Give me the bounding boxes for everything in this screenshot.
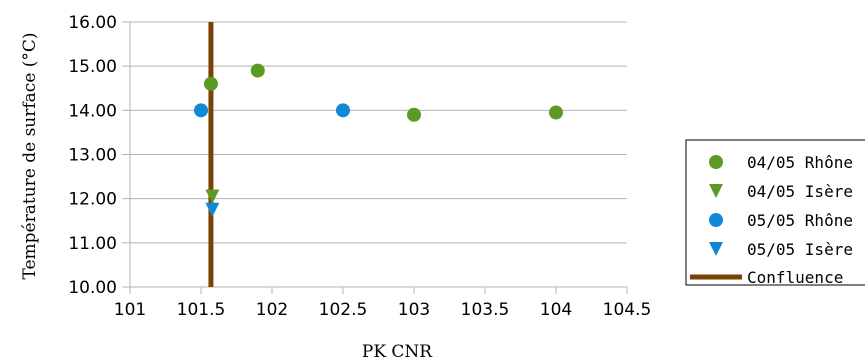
y-tick-label: 12.00: [68, 190, 117, 210]
x-tick-label: 104: [540, 300, 572, 320]
x-tick-label: 101.5: [177, 300, 226, 320]
legend: 04/05 Rhône 04/05 Isère 05/05 Rhône 05/05 I…: [685, 139, 865, 287]
data-point: [205, 202, 220, 217]
data-point: [549, 105, 563, 120]
legend-swatch: [709, 184, 723, 198]
data-point: [203, 76, 218, 91]
data-point: [336, 103, 350, 118]
y-tick-label: 11.00: [68, 234, 117, 254]
legend-label: 04/05 Rhône: [747, 153, 853, 172]
y-tick-label: 15.00: [68, 57, 117, 77]
legend-label: 05/05 Isère: [747, 240, 853, 259]
data-point: [407, 107, 421, 122]
data-point: [250, 63, 265, 78]
legend-swatch: [709, 155, 723, 169]
data-point: [194, 103, 208, 118]
x-axis-title: PK CNR: [362, 342, 433, 362]
legend-swatch: [709, 213, 723, 227]
plot-marks: [194, 22, 563, 287]
horizontal-gridlines: [130, 21, 627, 288]
legend-swatch: [709, 242, 723, 256]
y-axis-title: Température de surface (°C): [20, 32, 40, 279]
x-tick-label: 103.5: [461, 300, 510, 320]
legend-label: 04/05 Isère: [747, 182, 853, 201]
x-tick-label: 102: [256, 300, 288, 320]
y-tick-label: 16.00: [68, 13, 117, 33]
x-tick-label: 102.5: [319, 300, 368, 320]
y-tick-label: 10.00: [68, 278, 117, 298]
x-tick-label: 103: [398, 300, 430, 320]
data-point: [205, 189, 220, 204]
y-axis-ticks: 10.00 11.00 12.00 13.00 14.00 15.00 16.00: [68, 13, 131, 298]
x-axis-ticks: 101 101.5 102 102.5 103 103.5 104 104.5: [114, 287, 652, 320]
y-tick-label: 14.00: [68, 101, 117, 121]
x-tick-label: 104.5: [603, 300, 652, 320]
legend-label: 05/05 Rhône: [747, 211, 853, 230]
x-tick-label: 101: [114, 300, 146, 320]
legend-label: Confluence: [747, 268, 843, 287]
y-tick-label: 13.00: [68, 146, 117, 166]
